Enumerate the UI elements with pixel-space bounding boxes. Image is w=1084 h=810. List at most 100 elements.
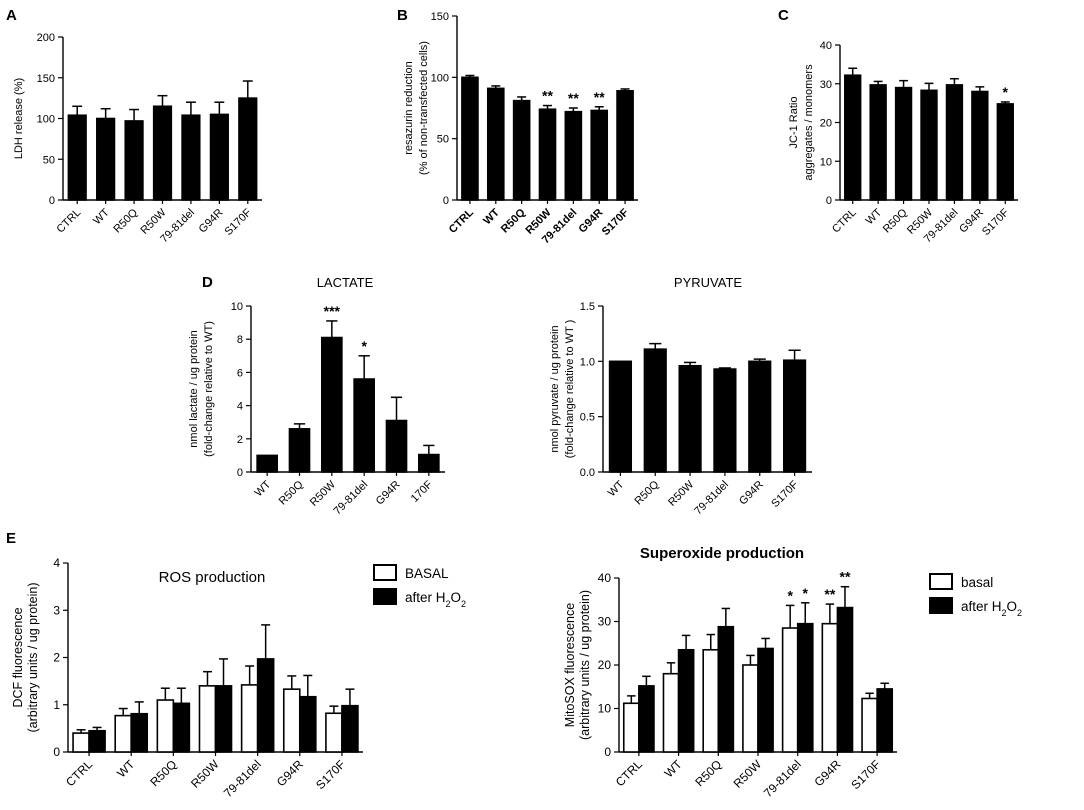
y-axis-label: MitoSOX fluorescence: [563, 603, 577, 727]
y-axis-label: DCF fluorescence: [11, 607, 25, 707]
panel-D_lactate: D LACTATE 0 2 4 6 8 10 nmol lactate / ug protein…: [188, 274, 445, 517]
x-tick-label: R50Q: [633, 478, 662, 507]
legend-swatch: [373, 588, 397, 605]
legend-text: basal: [961, 575, 993, 590]
legend-swatch: [929, 573, 953, 590]
x-tick-label: CTRL: [55, 207, 84, 236]
bar: [996, 103, 1014, 201]
x-tick-label: G94R: [737, 479, 766, 508]
bar: [782, 359, 807, 473]
bar: [717, 625, 735, 753]
significance-label: **: [568, 90, 579, 106]
bar: [461, 76, 479, 201]
significance-label: **: [840, 569, 851, 585]
chart-title: ROS production: [159, 569, 266, 586]
bar: [945, 84, 964, 201]
y-tick-label: 1: [53, 698, 60, 712]
legend-label: basal: [961, 575, 993, 590]
x-tick-label: G94R: [197, 207, 226, 236]
chart-title: LACTATE: [317, 275, 374, 290]
bar: [282, 688, 301, 753]
bar: [240, 684, 259, 753]
y-tick-label: 50: [437, 134, 449, 146]
y-tick-label: 20: [820, 118, 832, 130]
x-tick-label: 170F: [409, 478, 435, 504]
legend-subscript: 2: [461, 599, 466, 609]
bar: [512, 99, 531, 201]
bar: [742, 664, 759, 753]
y-tick-label: 150: [431, 11, 449, 23]
legend-swatch: [373, 564, 397, 581]
chart-title: PYRUVATE: [674, 275, 742, 290]
panel-B: B 0 50 100 150 resazurin reduction (% of non-t…: [397, 7, 638, 246]
bar: [796, 622, 814, 753]
x-tick-label: 79-81del: [332, 479, 371, 518]
x-tick-label: G94R: [374, 479, 403, 508]
bar: [124, 120, 144, 201]
x-tick-label: S170F: [313, 757, 348, 792]
x-tick-label: S170F: [222, 206, 254, 238]
bar: [288, 428, 311, 473]
bar: [713, 368, 737, 473]
x-tick-label: R50Q: [111, 206, 140, 235]
y-axis-label: (arbitrary units / ug protein): [26, 582, 40, 732]
significance-label: *: [1003, 84, 1009, 100]
legend-text: O: [451, 590, 462, 605]
x-tick-label: 79-81del: [692, 479, 731, 518]
x-tick-label: G94R: [274, 757, 306, 789]
bar: [298, 695, 317, 753]
y-tick-label: 30: [820, 79, 832, 91]
y-tick-label: 20: [598, 658, 612, 672]
y-tick-label: 0: [53, 745, 60, 759]
bar: [88, 729, 106, 753]
bar: [869, 84, 887, 201]
y-tick-label: 40: [820, 40, 832, 52]
bar: [748, 360, 772, 473]
y-tick-label: 100: [37, 114, 55, 126]
x-tick-label: R50Q: [277, 478, 306, 507]
chart-title: Superoxide production: [640, 545, 804, 562]
x-tick-label: WT: [91, 206, 112, 227]
significance-label: *: [787, 587, 793, 603]
legend-label: after H2O2: [405, 590, 466, 609]
x-tick-label: R50Q: [881, 206, 910, 235]
bar: [643, 348, 667, 473]
y-axis-label: LDH release (%): [13, 78, 25, 159]
y-tick-label: 100: [431, 72, 449, 84]
y-tick-label: 10: [598, 702, 612, 716]
bar: [96, 117, 116, 201]
bar: [920, 89, 938, 201]
bar: [622, 702, 640, 753]
y-tick-label: 30: [598, 615, 612, 629]
x-tick-label: 79-81del: [221, 757, 264, 800]
legend-subscript: 2: [1017, 608, 1022, 618]
x-tick-label: R50Q: [692, 757, 724, 789]
bar: [821, 622, 839, 753]
bar: [616, 90, 634, 201]
legend-text: O: [1007, 599, 1018, 614]
x-tick-label: R50Q: [499, 206, 528, 235]
x-tick-label: CTRL: [830, 207, 859, 236]
bar: [894, 86, 913, 201]
legend-subscript: 2: [446, 599, 451, 609]
bar: [590, 109, 609, 201]
bar: [172, 702, 191, 753]
panel-E_superoxide: Superoxide production 0 10 20 30 40 MitoSOX fl…: [563, 545, 1022, 800]
panel-D_pyruvate: PYRUVATE 0.0 0.5 1.0 1.5 nmol pyruvate / ug p…: [549, 275, 812, 517]
y-tick-label: 0.0: [580, 467, 595, 479]
x-tick-label: S170F: [600, 206, 632, 238]
x-tick-label: G94R: [811, 757, 843, 789]
y-tick-label: 0: [443, 195, 449, 207]
x-tick-label: WT: [253, 478, 274, 499]
legend-text: BASAL: [405, 566, 449, 581]
bar: [67, 114, 87, 201]
y-tick-label: 8: [237, 334, 243, 346]
bar: [702, 648, 720, 753]
bar: [677, 648, 695, 753]
y-axis-label: resazurin reduction: [403, 61, 415, 155]
y-tick-label: 10: [820, 156, 832, 168]
y-axis-label: (% of non-transfected cells): [418, 41, 430, 175]
bar: [486, 87, 505, 201]
panel-letter: D: [202, 274, 213, 291]
